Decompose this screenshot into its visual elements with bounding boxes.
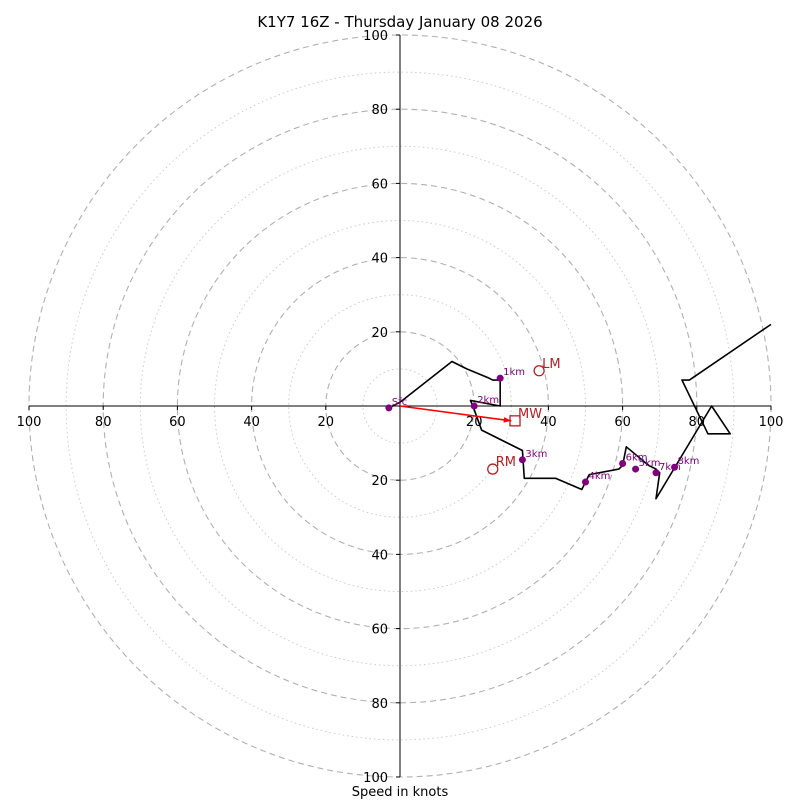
height-label-1km: 1km bbox=[503, 367, 525, 378]
x-tick-label: 40 bbox=[243, 415, 260, 430]
height-marker-8km bbox=[671, 463, 679, 471]
shear-vector-arrowhead bbox=[503, 417, 512, 423]
height-marker-6km bbox=[619, 460, 627, 468]
left-mover-label: LM bbox=[542, 357, 560, 372]
x-tick-label: 20 bbox=[318, 415, 335, 430]
height-marker-1km bbox=[496, 374, 504, 382]
x-tick-label: 100 bbox=[17, 415, 42, 430]
mean-wind-marker bbox=[509, 415, 521, 427]
height-marker-3km bbox=[518, 456, 526, 464]
height-label-8km: 8km bbox=[678, 456, 700, 467]
x-axis-label: Speed in knots bbox=[352, 785, 449, 800]
x-tick-label: 100 bbox=[759, 415, 784, 430]
y-tick-label: 40 bbox=[371, 548, 388, 563]
y-tick-label: 80 bbox=[371, 697, 388, 712]
shear-vector bbox=[399, 405, 512, 422]
y-tick-label: 20 bbox=[371, 474, 388, 489]
height-marker-4km bbox=[582, 478, 589, 486]
x-tick-label: 40 bbox=[540, 415, 557, 430]
y-tick-label: 60 bbox=[371, 177, 388, 192]
height-marker-5km bbox=[632, 465, 640, 473]
y-tick-label: 80 bbox=[371, 103, 388, 118]
left-mover-marker bbox=[533, 365, 545, 377]
mean-wind-label: MW bbox=[518, 407, 542, 422]
height-label-6km: 6km bbox=[626, 453, 648, 464]
height-label-7km: 7km bbox=[659, 462, 681, 473]
chart-title: K1Y7 16Z - Thursday January 08 2026 bbox=[257, 13, 542, 31]
x-tick-label: 80 bbox=[95, 415, 112, 430]
height-marker-Sfc bbox=[385, 404, 393, 412]
height-label-5km: 5km bbox=[639, 458, 661, 469]
height-label-Sfc: Sfc bbox=[392, 397, 407, 408]
height-marker-2km bbox=[470, 402, 478, 410]
x-tick-label: 60 bbox=[614, 415, 631, 430]
height-label-3km: 3km bbox=[525, 449, 547, 460]
right-mover-marker bbox=[487, 463, 499, 475]
right-mover-label: RM bbox=[496, 455, 516, 470]
y-tick-label: 60 bbox=[371, 623, 388, 638]
y-tick-label: 100 bbox=[363, 29, 388, 44]
hodograph-line bbox=[388, 323, 772, 500]
height-marker-7km bbox=[652, 469, 660, 477]
height-label-4km: 4km bbox=[589, 471, 611, 482]
x-tick-label: 60 bbox=[169, 415, 186, 430]
y-tick-label: 100 bbox=[363, 771, 388, 786]
y-tick-label: 20 bbox=[371, 326, 388, 341]
height-label-2km: 2km bbox=[477, 395, 499, 406]
y-tick-label: 40 bbox=[371, 252, 388, 267]
